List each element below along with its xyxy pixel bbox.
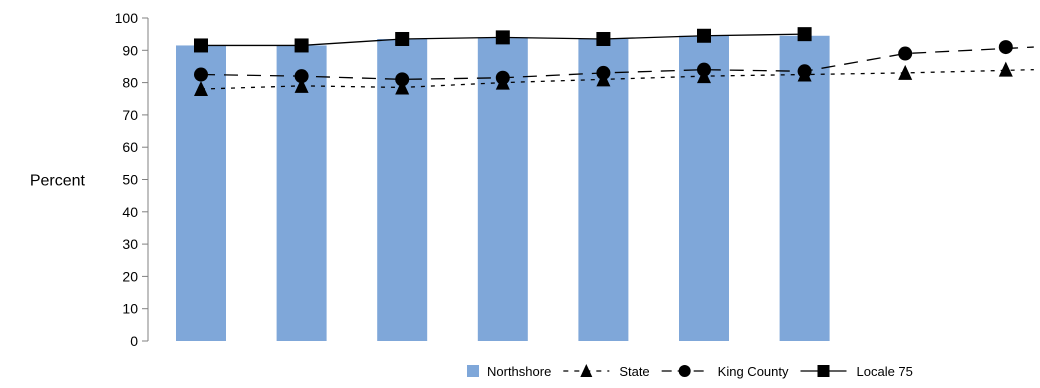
y-tick-label: 70: [122, 107, 138, 123]
marker-king-county: [495, 70, 510, 85]
marker-state: [898, 64, 913, 80]
y-axis: 0 10 20 30 40 50 60 70 80 90 100: [115, 10, 149, 349]
marker-locale-75: [495, 30, 510, 45]
y-tick-label: 80: [122, 75, 138, 91]
legend-label: Northshore: [487, 364, 551, 379]
marker-king-county: [797, 64, 812, 79]
legend-item-king-county: King County: [661, 364, 789, 379]
marker-state: [395, 79, 410, 95]
marker-state: [194, 81, 208, 97]
marker-locale-75: [194, 38, 208, 53]
bar-northshore: [276, 45, 327, 342]
y-tick-label: 10: [122, 301, 138, 317]
y-tick-label: 60: [122, 139, 138, 155]
legend-item-locale-75: Locale 75: [800, 364, 913, 379]
marker-locale-75: [596, 31, 611, 46]
marker-king-county: [294, 69, 309, 84]
bar-northshore: [578, 38, 629, 342]
legend-marker: [817, 365, 830, 377]
legend-swatch: [467, 365, 479, 377]
y-tick-label: 100: [115, 10, 139, 26]
marker-king-county: [697, 62, 711, 77]
legend-label: King County: [718, 364, 789, 379]
series-locale-75: [194, 27, 812, 53]
marker-king-county: [898, 46, 913, 61]
legend-label: State: [619, 364, 649, 379]
bar-northshore: [779, 35, 830, 341]
marker-king-county: [395, 72, 410, 87]
series-king-county: [194, 40, 1034, 87]
marker-king-county: [998, 40, 1013, 55]
legend: Northshore State King County Locale 75: [467, 364, 913, 379]
marker-locale-75: [797, 27, 812, 42]
y-tick-label: 20: [122, 268, 138, 284]
marker-locale-75: [697, 28, 711, 43]
line-series: [194, 27, 1034, 97]
legend-marker: [678, 365, 691, 377]
y-axis-label: Percent: [30, 173, 86, 190]
y-tick-label: 30: [122, 236, 138, 252]
legend-marker: [580, 364, 593, 377]
marker-state: [294, 77, 309, 93]
legend-label: Locale 75: [857, 364, 913, 379]
legend-item-state: State: [563, 364, 650, 379]
legend-item-northshore: Northshore: [467, 364, 551, 379]
marker-state: [998, 61, 1013, 77]
bar-northshore: [679, 35, 729, 341]
y-tick-label: 0: [130, 333, 138, 349]
marker-king-county: [596, 65, 611, 80]
marker-locale-75: [395, 31, 410, 46]
marker-locale-75: [294, 38, 309, 53]
bar-series: [176, 35, 830, 342]
marker-king-county: [194, 67, 208, 82]
y-tick-label: 50: [122, 172, 138, 188]
y-tick-label: 40: [122, 204, 138, 220]
y-tick-label: 90: [122, 42, 138, 58]
